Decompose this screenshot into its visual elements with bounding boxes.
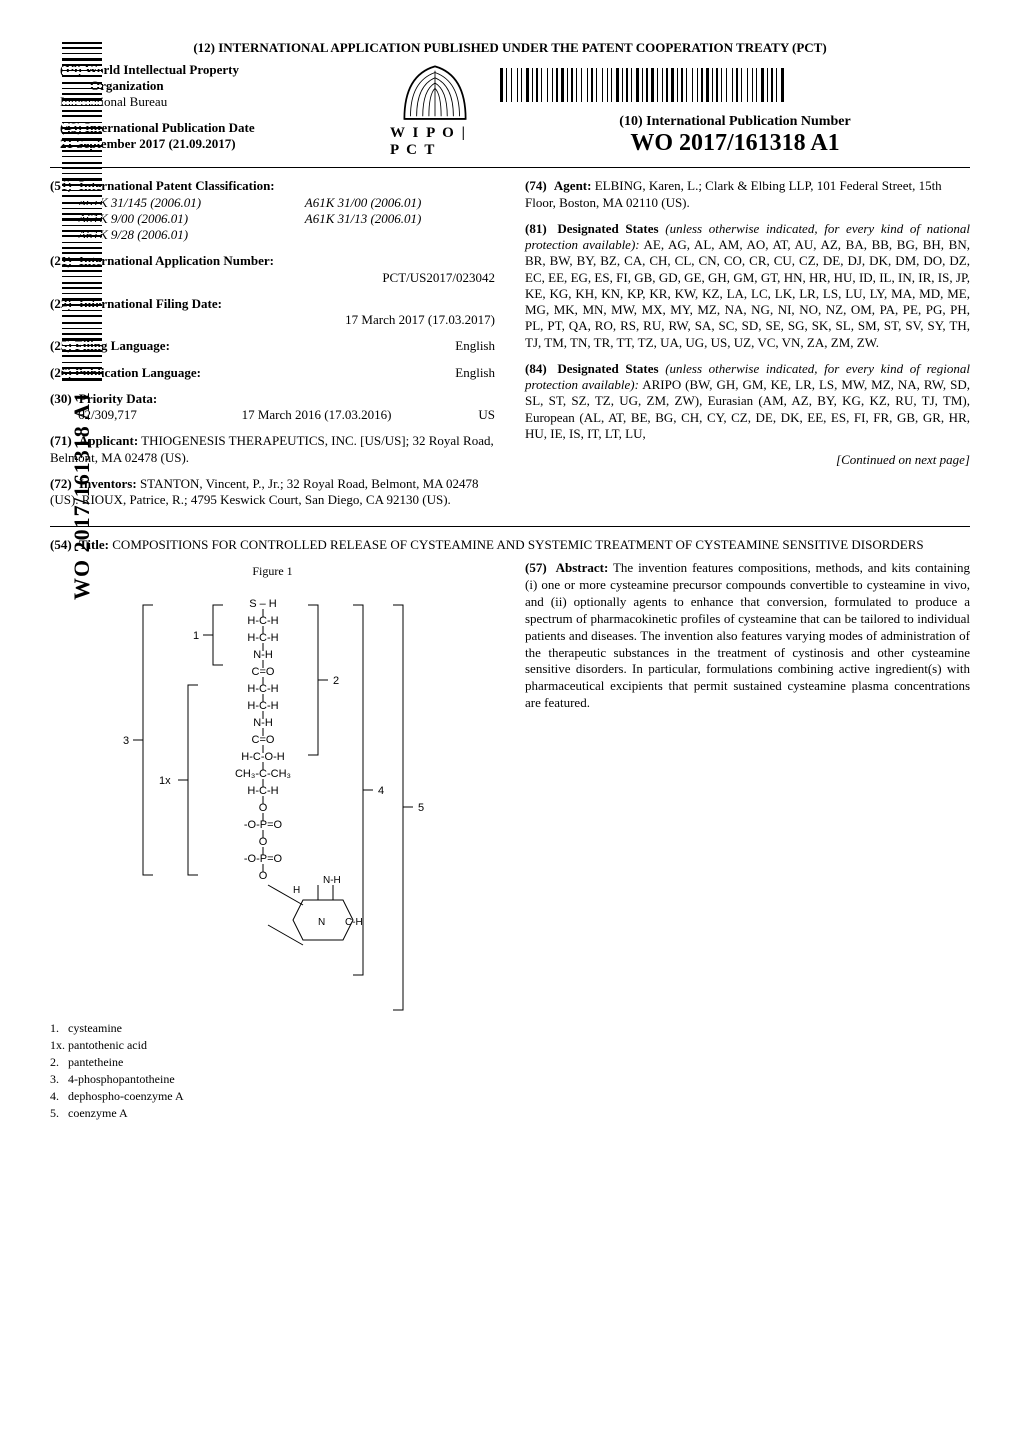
filing-date-value: 17 March 2017 (17.03.2017) <box>50 312 495 328</box>
lower-section: Figure 1 3 1x 1 2 4 <box>50 560 970 1123</box>
pub-number-value: WO 2017/161318 A1 <box>500 130 970 157</box>
fig-annot-4: 4 <box>378 785 384 797</box>
ipc-grid: A61K 31/145 (2006.01)A61K 31/00 (2006.01… <box>78 195 495 244</box>
title-value: COMPOSITIONS FOR CONTROLLED RELEASE OF C… <box>112 537 923 552</box>
legend-item: 1.cysteamine <box>50 1021 495 1036</box>
agent-label: Agent: <box>554 178 592 193</box>
desig84-label: Designated States <box>557 361 658 376</box>
pub-lang-value: English <box>310 365 495 381</box>
legend-item: 5.coenzyme A <box>50 1106 495 1121</box>
agent-block: (74) Agent: ELBING, Karen, L.; Clark & E… <box>525 178 970 211</box>
svg-text:H-C-H: H-C-H <box>247 615 278 627</box>
bibliographic-data: (51) International Patent Classification… <box>50 178 970 518</box>
applicant-block: (71) Applicant: THIOGENESIS THERAPEUTICS… <box>50 433 495 466</box>
wipo-pct-text: W I P O | P C T <box>390 125 480 159</box>
rule-1 <box>50 167 970 168</box>
header-right: (10) International Publication Number WO… <box>480 62 970 157</box>
svg-text:C=O: C=O <box>251 666 274 678</box>
svg-text:H: H <box>293 885 300 896</box>
pub-lang-block: (26) Publication Language: English <box>50 365 495 381</box>
legend-item: 4.dephospho-coenzyme A <box>50 1089 495 1104</box>
page: WO 2017/161318 A1 (12) INTERNATIONAL APP… <box>50 40 970 1123</box>
fig-annot-1x: 1x <box>159 775 171 787</box>
svg-text:H-C-H: H-C-H <box>247 632 278 644</box>
pub-date-label: (43) International Publication Date <box>60 120 390 136</box>
abstract-column: (57) Abstract: The invention features co… <box>525 560 970 1123</box>
app-number-value: PCT/US2017/023042 <box>50 270 495 286</box>
desig81-label: Designated States <box>557 221 658 236</box>
legend-item: 2.pantetheine <box>50 1055 495 1070</box>
app-number-block: (21) International Application Number: P… <box>50 253 495 286</box>
inid-81: (81) <box>525 221 547 236</box>
svg-text:N-H: N-H <box>253 717 273 729</box>
svg-text:C=O: C=O <box>251 734 274 746</box>
desig81-block: (81) Designated States (unless otherwise… <box>525 221 970 351</box>
header: (19) World Intellectual Property Organiz… <box>50 62 970 159</box>
inventors-block: (72) Inventors: STANTON, Vincent, P., Jr… <box>50 476 495 509</box>
app-number-label: International Application Number: <box>79 253 274 268</box>
figure-1-svg: 3 1x 1 2 4 5 S – H <box>93 585 453 1015</box>
fig-annot-5: 5 <box>418 802 424 814</box>
inid-74: (74) <box>525 178 547 193</box>
filing-date-block: (22) International Filing Date: 17 March… <box>50 296 495 329</box>
legend-item: 3.4-phosphopantotheine <box>50 1072 495 1087</box>
priority-date: 17 March 2016 (17.03.2016) <box>178 407 455 423</box>
svg-text:O: O <box>258 870 267 882</box>
desig84-block: (84) Designated States (unless otherwise… <box>525 361 970 442</box>
figure-caption: Figure 1 <box>50 564 495 579</box>
svg-text:N-H: N-H <box>323 875 341 886</box>
svg-text:H-C-H: H-C-H <box>247 700 278 712</box>
svg-text:C-H: C-H <box>345 917 363 928</box>
pub-date-value: 21 September 2017 (21.09.2017) <box>60 136 390 152</box>
svg-text:-O-P=O: -O-P=O <box>243 853 282 865</box>
pct-banner: (12) INTERNATIONAL APPLICATION PUBLISHED… <box>50 40 970 56</box>
top-barcode <box>500 68 970 102</box>
fig-annot-3: 3 <box>123 735 129 747</box>
priority-block: (30) Priority Data: 62/309,717 17 March … <box>50 391 495 424</box>
svg-text:H-C-O-H: H-C-O-H <box>241 751 284 763</box>
biblio-left: (51) International Patent Classification… <box>50 178 495 518</box>
svg-text:H-C-H: H-C-H <box>247 683 278 695</box>
pub-number-label: (10) International Publication Number <box>500 114 970 130</box>
svg-text:N-H: N-H <box>253 649 273 661</box>
side-identifier: WO 2017/161318 A1 <box>62 38 102 600</box>
svg-text:-O-P=O: -O-P=O <box>243 819 282 831</box>
org-bureau: International Bureau <box>60 94 390 110</box>
side-doc-number: WO 2017/161318 A1 <box>69 391 95 600</box>
svg-text:N: N <box>318 917 325 928</box>
ipc-block: (51) International Patent Classification… <box>50 178 495 243</box>
priority-cc: US <box>455 407 495 423</box>
org-line-19-text: World Intellectual Property <box>85 62 239 77</box>
svg-text:O: O <box>258 802 267 814</box>
svg-text:S – H: S – H <box>249 598 277 610</box>
org-line-19: (19) World Intellectual Property <box>60 62 390 78</box>
svg-text:O: O <box>258 836 267 848</box>
fig-annot-1: 1 <box>193 630 199 642</box>
biblio-right: (74) Agent: ELBING, Karen, L.; Clark & E… <box>525 178 970 518</box>
inid-84: (84) <box>525 361 547 376</box>
svg-text:CH₃-C-CH₃: CH₃-C-CH₃ <box>234 768 290 780</box>
continued-note: [Continued on next page] <box>525 452 970 468</box>
inid-57: (57) <box>525 560 547 575</box>
filing-lang-block: (25) Filing Language: English <box>50 338 495 354</box>
svg-text:H-C-H: H-C-H <box>247 785 278 797</box>
abstract-block: (57) Abstract: The invention features co… <box>525 560 970 712</box>
desig81-value: AE, AG, AL, AM, AO, AT, AU, AZ, BA, BB, … <box>525 237 970 350</box>
abstract-text: The invention features compositions, met… <box>525 560 970 710</box>
side-barcode <box>62 38 102 381</box>
abstract-label: Abstract: <box>556 560 609 575</box>
fig-annot-2: 2 <box>333 675 339 687</box>
org-name: Organization <box>90 78 390 94</box>
figure-legend: 1.cysteamine 1x.pantothenic acid 2.panteth… <box>50 1021 495 1121</box>
legend-item: 1x.pantothenic acid <box>50 1038 495 1053</box>
rule-2 <box>50 526 970 527</box>
ipc-label: International Patent Classification: <box>79 178 275 193</box>
wipo-logo-cell: W I P O | P C T <box>390 62 480 159</box>
title-row: (54) Title: COMPOSITIONS FOR CONTROLLED … <box>50 537 970 554</box>
org-block: (19) World Intellectual Property Organiz… <box>60 62 390 110</box>
figure-column: Figure 1 3 1x 1 2 4 <box>50 560 495 1123</box>
wipo-logo-icon <box>400 62 470 123</box>
filing-lang-value: English <box>310 338 495 354</box>
